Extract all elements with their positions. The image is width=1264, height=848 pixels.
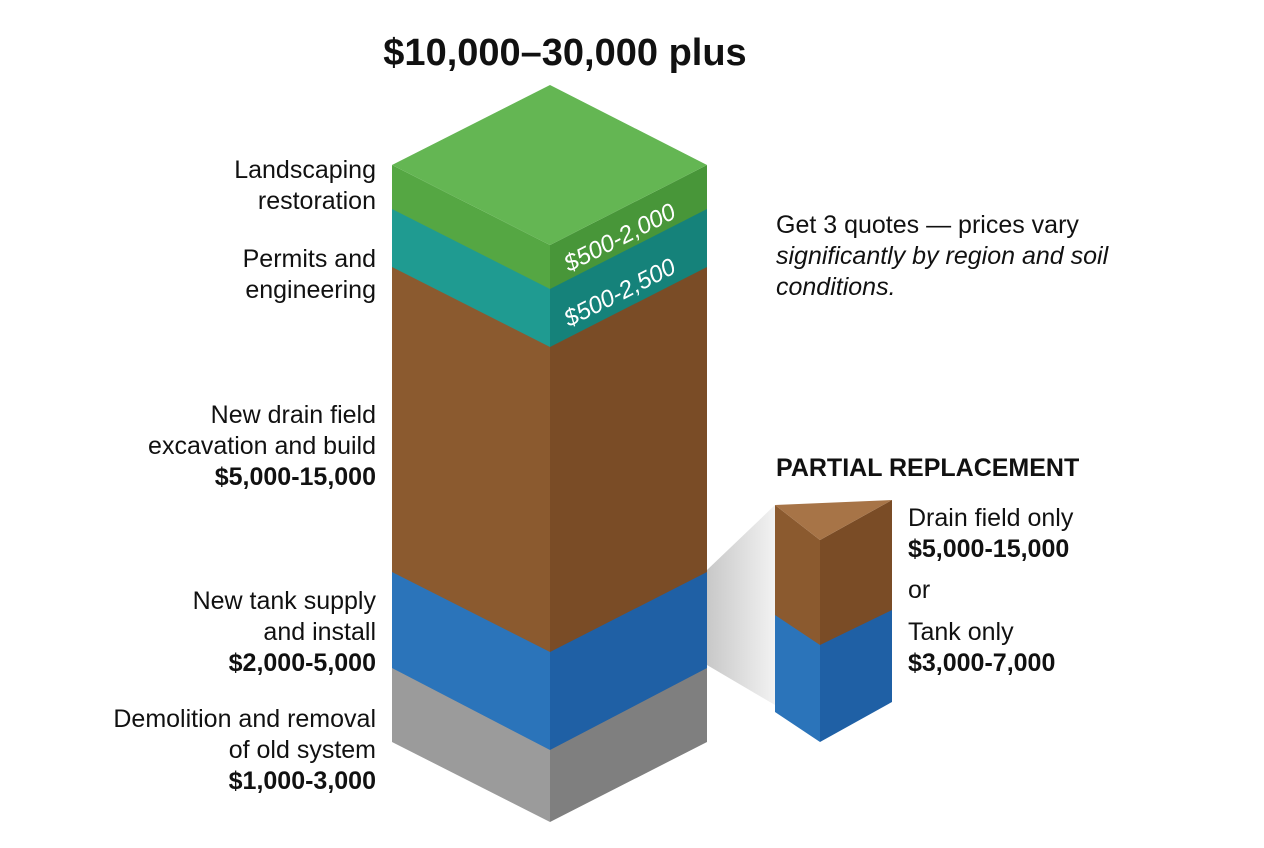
option-cost: $5,000-15,000	[908, 535, 1070, 563]
option-label: Drain field only	[908, 504, 1074, 532]
drain-left	[392, 265, 550, 652]
connector	[707, 505, 775, 705]
landscape-right	[550, 165, 707, 289]
option-label: Tank only	[908, 618, 1014, 646]
layer-cost: $1,000-3,000	[228, 767, 376, 795]
layer-cost: $5,000-15,000	[214, 463, 376, 491]
title: $10,000–30,000 plus	[383, 32, 747, 74]
layer-label: New drain field excavation and build	[148, 401, 376, 460]
layer-block: New drain field excavation and build $5,…	[126, 400, 376, 493]
landscape-top	[392, 85, 707, 245]
permits-left	[392, 207, 550, 347]
small-tank-left	[775, 610, 820, 742]
note-emphasis: significantly by region and soil conditi…	[776, 242, 1109, 301]
partial-heading: PARTIAL REPLACEMENT	[776, 454, 1080, 482]
demolition-left	[392, 665, 550, 822]
demolition-right	[550, 665, 707, 822]
layer-cost: $2,000-5,000	[228, 649, 376, 677]
layer-label: Landscaping restoration	[234, 156, 376, 215]
drain-right	[550, 265, 707, 652]
small-drain-top	[775, 500, 892, 540]
note-text: Get 3 quotes — prices vary	[776, 211, 1079, 239]
small-drain-left	[775, 505, 820, 645]
small-drain-right	[820, 500, 892, 645]
permits-right	[550, 207, 707, 347]
layer-block: Demolition and removal of old system $1,…	[101, 704, 376, 797]
layer-label: New tank supply and install	[192, 587, 376, 646]
layer-block: New tank supply and install $2,000-5,000	[166, 586, 376, 679]
small-tank-right	[820, 608, 892, 742]
layer-label: Demolition and removal of old system	[113, 705, 376, 764]
tank-left	[392, 570, 550, 750]
layer-label: Permits and engineering	[242, 245, 376, 304]
landscape-left	[392, 165, 550, 289]
separator: or	[908, 576, 931, 604]
option-cost: $3,000-7,000	[908, 649, 1056, 677]
note: Get 3 quotes — prices vary significantly…	[776, 210, 1116, 303]
tank-right	[550, 570, 707, 750]
